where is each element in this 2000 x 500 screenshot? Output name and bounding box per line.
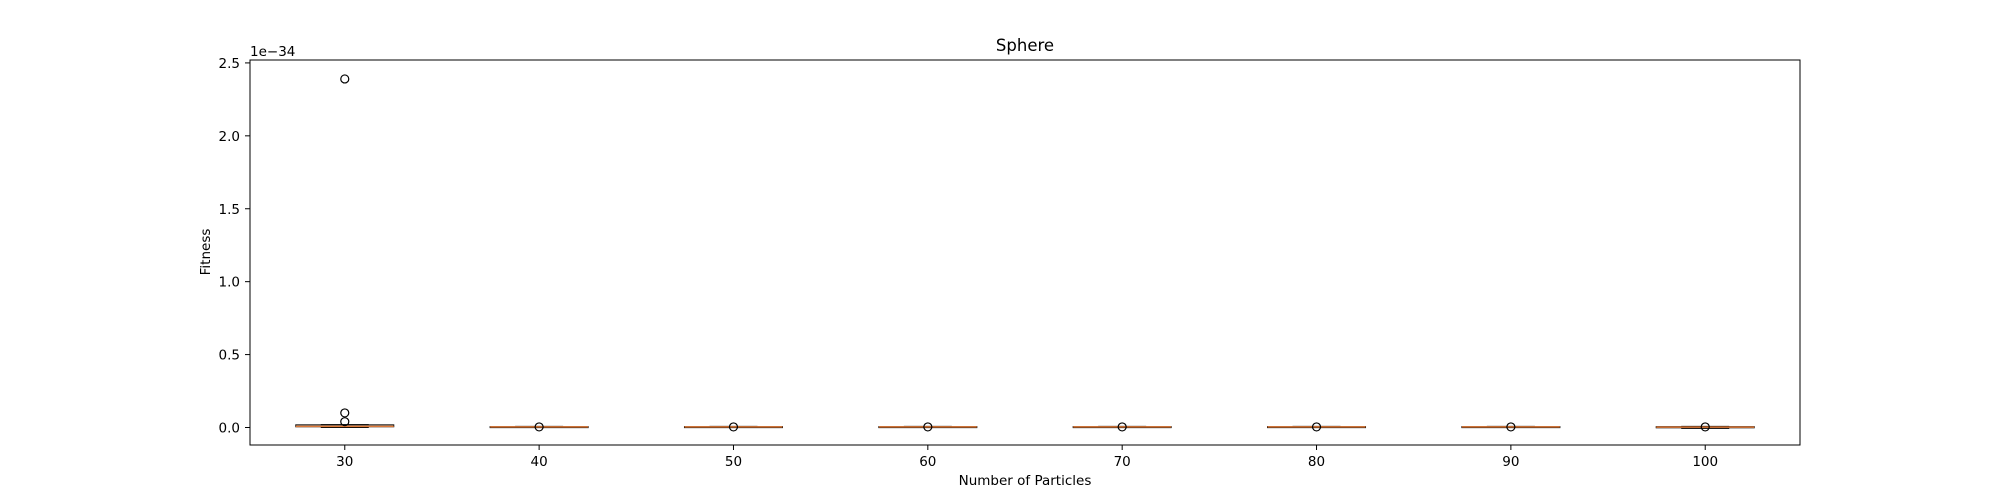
box-group-30 — [295, 74, 395, 428]
box-group-100 — [1655, 422, 1755, 432]
plot-area-frame — [249, 59, 1801, 446]
y-offset-label: 1e−34 — [250, 44, 295, 60]
outlier-point — [1311, 422, 1322, 432]
x-tick-label: 90 — [1502, 454, 1519, 470]
outlier-point — [340, 417, 350, 427]
outlier-point — [1506, 422, 1516, 432]
x-tick-label: 80 — [1308, 454, 1325, 470]
outlier-point — [923, 422, 933, 432]
outlier-point — [728, 422, 739, 432]
y-tick-label: 1.0 — [219, 275, 240, 291]
x-axis-label: Number of Particles — [959, 473, 1092, 489]
x-tick-label: 60 — [919, 454, 936, 470]
outlier-point — [534, 422, 544, 432]
x-tick-label: 30 — [336, 454, 353, 470]
x-tick-label: 50 — [725, 454, 742, 470]
box-plots — [295, 74, 1755, 432]
outlier-point — [1700, 422, 1710, 432]
outlier-point — [1117, 422, 1127, 432]
outlier-point — [340, 74, 350, 84]
y-axis: 0.0 0.5 1.0 1.5 2.0 2.5 — [219, 56, 250, 437]
box-group-40 — [489, 422, 589, 432]
x-tick-label: 100 — [1692, 454, 1718, 470]
y-tick-label: 2.5 — [219, 56, 240, 72]
x-tick-label: 70 — [1114, 454, 1131, 470]
y-tick-label: 0.0 — [219, 421, 240, 437]
box-group-50 — [683, 422, 783, 432]
outlier-point — [340, 408, 350, 418]
box-group-90 — [1461, 422, 1561, 432]
y-tick-label: 0.5 — [219, 348, 240, 364]
y-tick-label: 1.5 — [219, 202, 240, 218]
box-group-60 — [878, 422, 978, 432]
box-group-70 — [1072, 422, 1172, 432]
chart-title: Sphere — [996, 36, 1054, 55]
y-tick-label: 2.0 — [219, 129, 240, 145]
y-axis-label: Fitness — [198, 229, 214, 276]
x-tick-label: 40 — [531, 454, 548, 470]
x-axis: 30 40 50 60 70 80 90 100 — [336, 445, 1718, 470]
box-group-80 — [1267, 422, 1367, 432]
